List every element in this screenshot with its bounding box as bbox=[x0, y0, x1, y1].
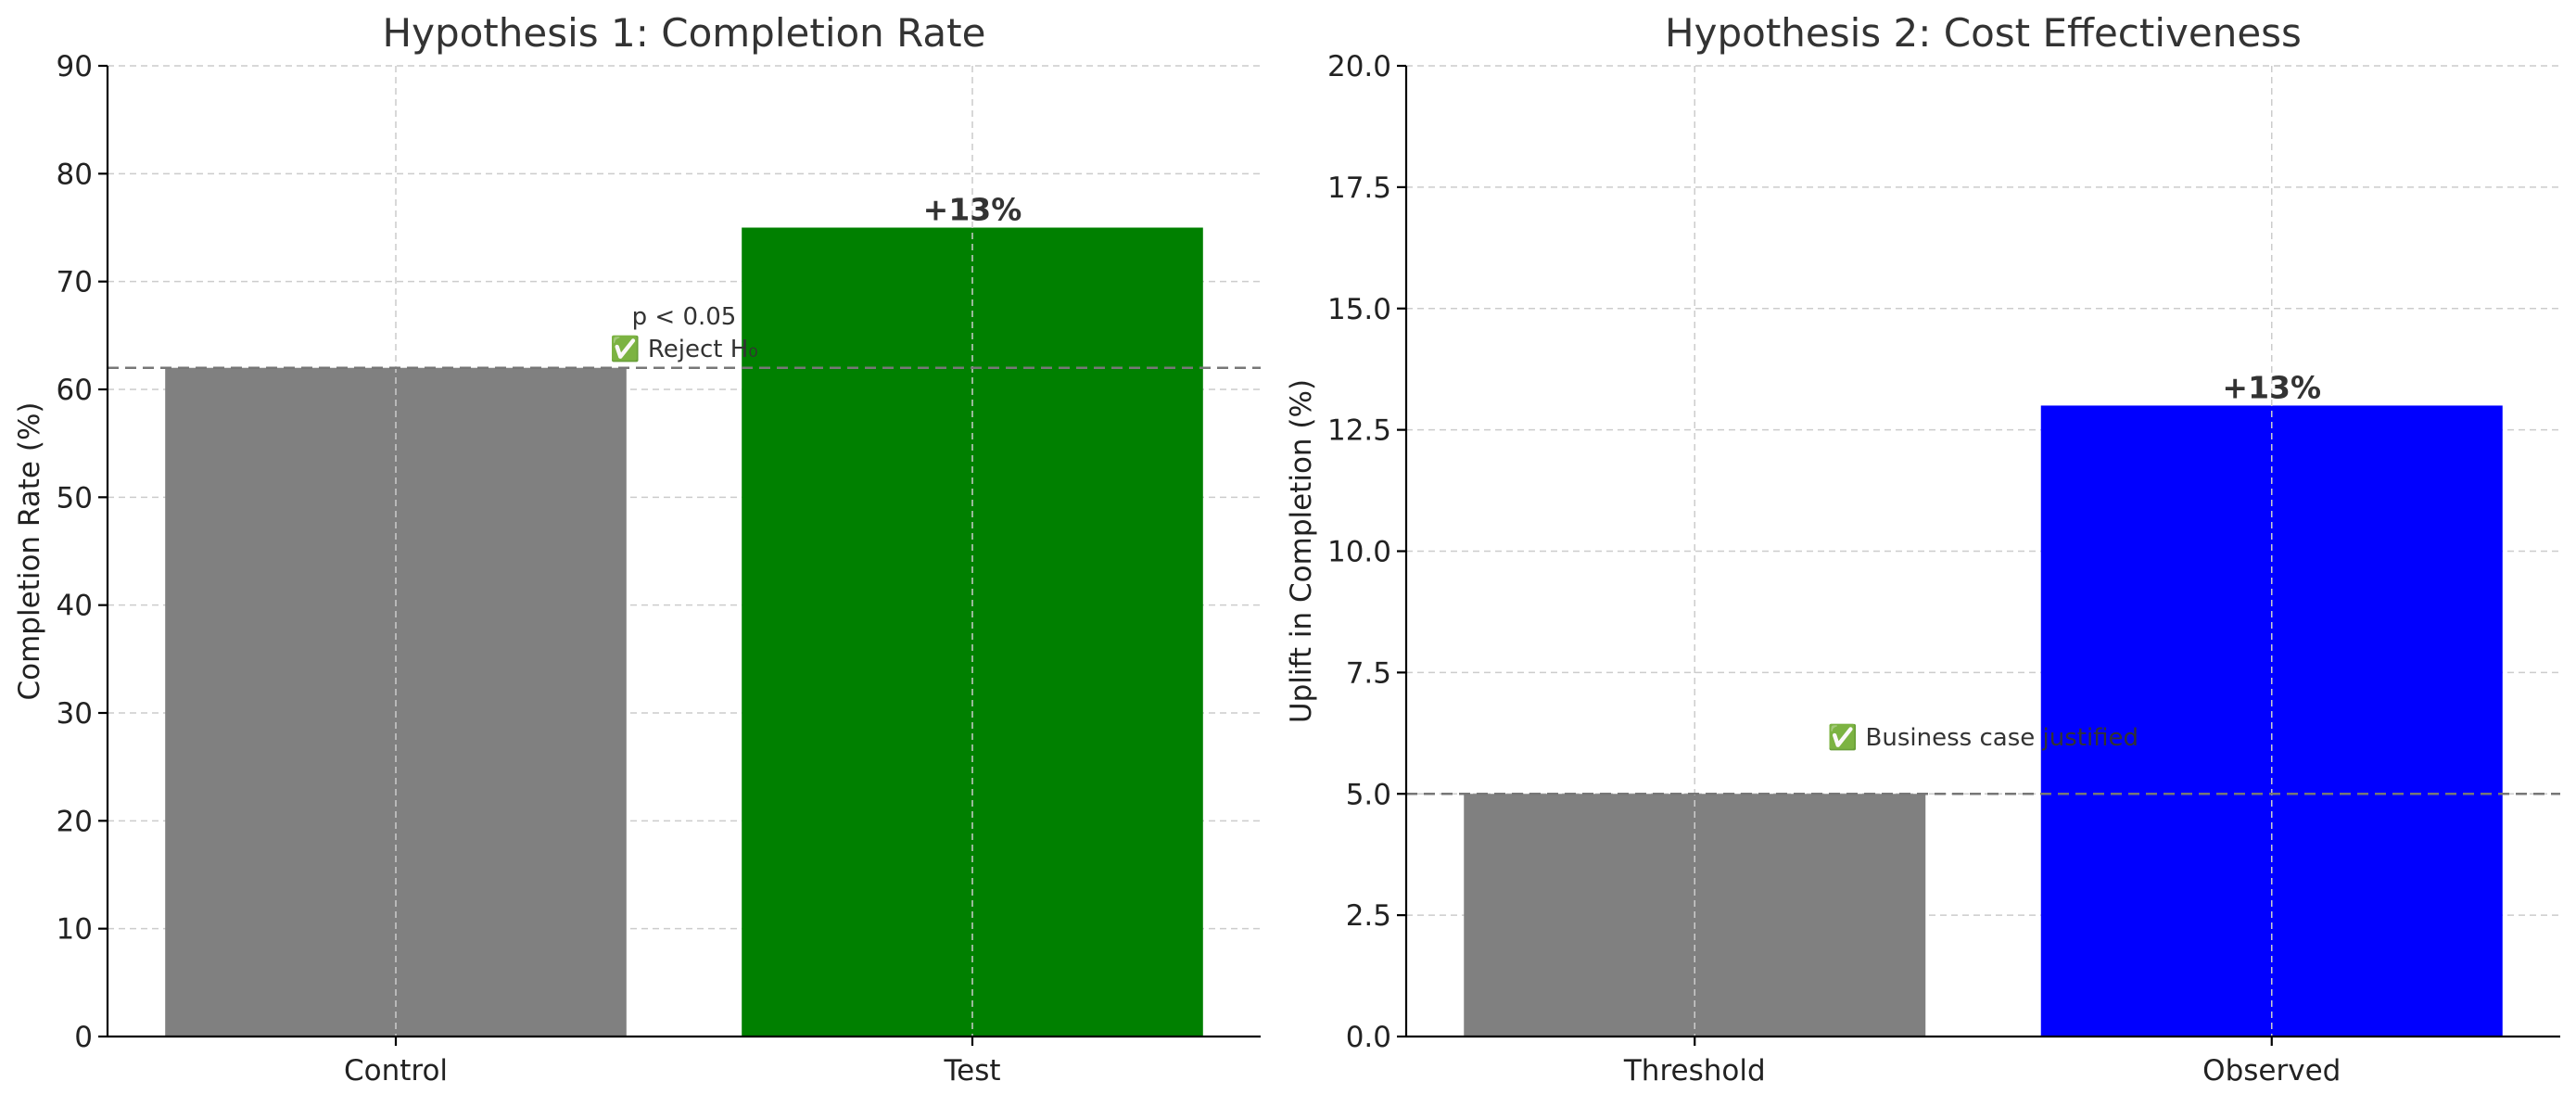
x-tick-label: Test bbox=[943, 1054, 1000, 1088]
y-tick-label: 0.0 bbox=[1346, 1021, 1391, 1054]
y-tick-label: 5.0 bbox=[1346, 778, 1391, 811]
y-tick-label: 80 bbox=[57, 158, 93, 191]
y-tick-label: 90 bbox=[57, 50, 93, 83]
chart-title: Hypothesis 1: Completion Rate bbox=[383, 10, 986, 56]
chart-hypothesis-2: Hypothesis 2: Cost Effectiveness ✅ Busine… bbox=[1285, 10, 2560, 1088]
bar-value-label: +13% bbox=[2222, 369, 2321, 405]
y-tick-label: 50 bbox=[57, 481, 93, 515]
y-tick-label: 20.0 bbox=[1327, 50, 1391, 83]
y-tick-label: 7.5 bbox=[1346, 656, 1391, 690]
y-tick-label: 20 bbox=[57, 805, 93, 838]
y-tick-label: 10.0 bbox=[1327, 536, 1391, 569]
annotation-text: p < 0.05 bbox=[632, 303, 737, 331]
y-tick-label: 12.5 bbox=[1327, 414, 1391, 448]
y-tick-label: 30 bbox=[57, 697, 93, 731]
chart-hypothesis-1: Hypothesis 1: Completion Rate p < 0.05 ✅ R… bbox=[13, 10, 1261, 1088]
bar-value-label: +13% bbox=[923, 192, 1022, 228]
annotation-text: ✅ Reject H₀ bbox=[610, 335, 757, 363]
annotation-text: ✅ Business case justified bbox=[1828, 723, 2138, 752]
bar-observed bbox=[2040, 405, 2503, 1037]
y-tick-label: 70 bbox=[57, 266, 93, 299]
y-tick-label: 2.5 bbox=[1346, 899, 1391, 933]
y-tick-label: 40 bbox=[57, 590, 93, 623]
y-tick-label: 15.0 bbox=[1327, 293, 1391, 326]
x-tick-label: Control bbox=[344, 1054, 448, 1088]
y-tick-label: 0 bbox=[74, 1021, 93, 1054]
x-tick-label: Observed bbox=[2202, 1054, 2341, 1088]
y-tick-label: 60 bbox=[57, 374, 93, 407]
y-axis-label: Completion Rate (%) bbox=[13, 402, 46, 701]
y-tick-label: 10 bbox=[57, 913, 93, 947]
y-tick-label: 17.5 bbox=[1327, 172, 1391, 205]
x-tick-label: Threshold bbox=[1623, 1054, 1766, 1088]
chart-title: Hypothesis 2: Cost Effectiveness bbox=[1665, 10, 2302, 56]
y-axis-label: Uplift in Completion (%) bbox=[1285, 379, 1318, 723]
